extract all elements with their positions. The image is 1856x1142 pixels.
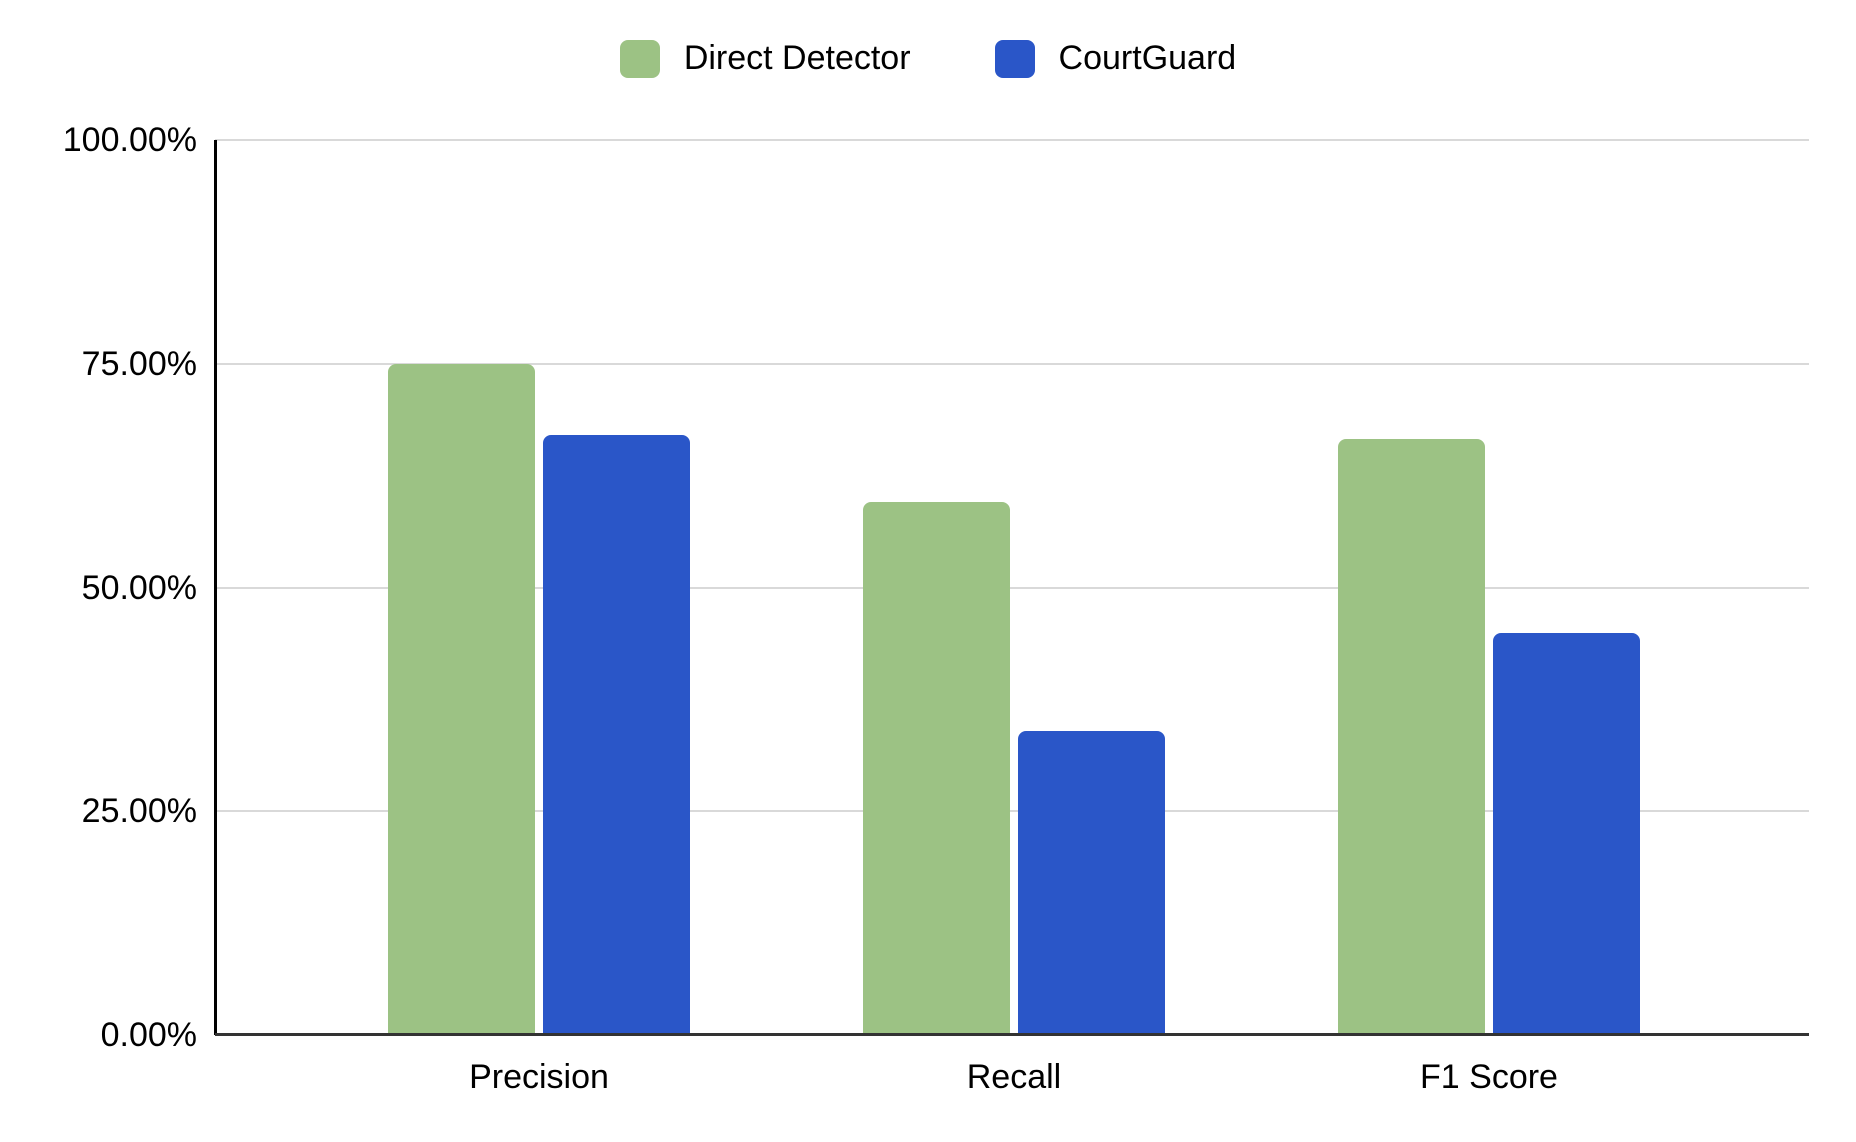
bar-courtguard-precision [543,435,690,1035]
y-tick-label-100: 100.00% [62,121,197,159]
y-tick-label-25: 25.00% [81,792,197,831]
x-tick-label-precision: Precision [469,1058,609,1096]
y-tick-label-0: 0.00% [100,1016,197,1054]
gridline-75 [215,362,1809,365]
y-tick-label-75: 75.00% [81,344,197,383]
x-axis-baseline [215,1033,1809,1036]
gridline-25 [215,810,1809,813]
bar-direct-detector-f1-score [1338,439,1485,1035]
legend-label-direct-detector: Direct Detector [683,39,911,78]
gridline-100 [215,139,1809,141]
y-axis-line [214,140,217,1035]
legend-swatch-direct-detector [619,40,660,78]
legend-item-direct-detector: Direct Detector [619,39,911,78]
legend-swatch-courtguard [994,40,1035,78]
gridline-50 [215,586,1809,589]
bar-direct-detector-recall [863,502,1010,1035]
bar-courtguard-f1-score [1493,633,1640,1035]
x-tick-label-f1-score: F1 Score [1420,1058,1558,1096]
chart-legend: Direct Detector CourtGuard [0,39,1856,78]
bar-direct-detector-precision [388,364,535,1035]
legend-label-courtguard: CourtGuard [1058,39,1237,78]
legend-item-courtguard: CourtGuard [994,39,1237,78]
plot-area: 0.00% 25.00% 50.00% 75.00% 100.00% Precision… [63,123,1809,1096]
y-tick-label-50: 50.00% [81,568,197,607]
x-tick-label-recall: Recall [966,1058,1062,1096]
bar-courtguard-recall [1018,731,1165,1035]
